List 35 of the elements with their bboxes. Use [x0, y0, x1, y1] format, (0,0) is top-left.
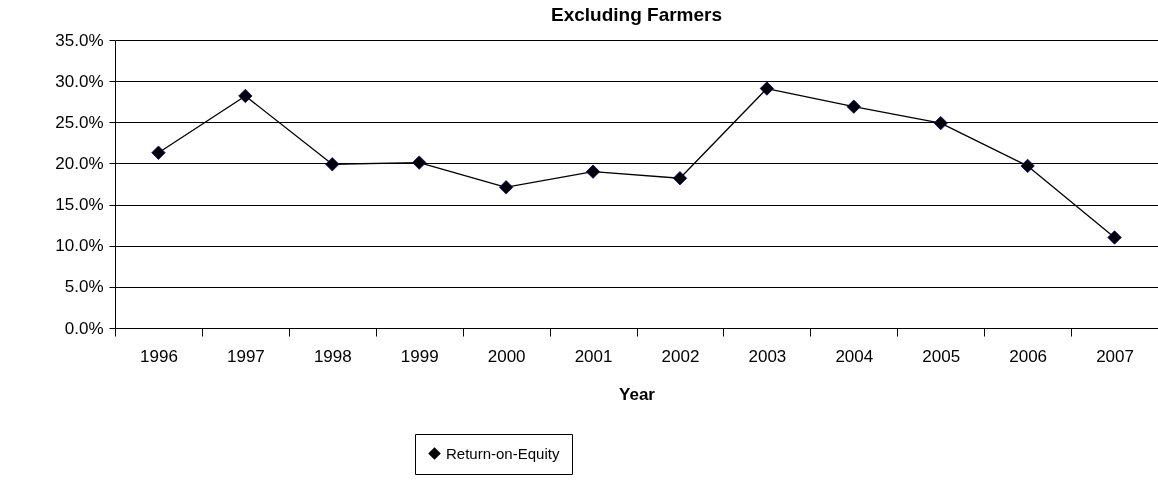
- y-tick-label: 0.0%: [64, 318, 104, 338]
- x-tick-label: 2002: [661, 346, 700, 366]
- x-tick-label: 2005: [922, 346, 961, 366]
- x-tick-label: 2001: [574, 346, 613, 366]
- y-tick-label: 20.0%: [55, 153, 104, 173]
- x-tick-label: 1997: [226, 346, 265, 366]
- point: [846, 99, 861, 114]
- x-tick-label: 2000: [487, 346, 526, 366]
- point: [585, 164, 601, 179]
- x-tick-label: 2004: [835, 346, 874, 366]
- point: [412, 155, 427, 170]
- point: [151, 145, 166, 160]
- legend-label: Return-on-Equity: [446, 444, 560, 462]
- x-tick-label: 2007: [1096, 346, 1134, 366]
- y-tick-label: 10.0%: [55, 236, 104, 256]
- point: [759, 81, 774, 96]
- point: [499, 180, 514, 195]
- x-tick-label: 2006: [1009, 346, 1048, 366]
- point: [1107, 230, 1122, 245]
- chart-title: Excluding Farmers: [550, 4, 723, 25]
- x-axis-title: Year: [619, 384, 656, 404]
- point: [672, 171, 688, 186]
- x-tick-label: 1996: [140, 346, 178, 366]
- y-tick-label: 30.0%: [55, 71, 104, 91]
- y-tick-label: 35.0%: [55, 30, 104, 50]
- y-tick-label: 5.0%: [64, 277, 104, 297]
- x-tick-label: 1999: [400, 346, 439, 366]
- point: [1020, 158, 1035, 174]
- y-tick-label: 15.0%: [55, 195, 104, 215]
- point: [238, 88, 253, 104]
- x-tick-label: 1998: [313, 346, 352, 366]
- point: [933, 116, 948, 131]
- y-tick-label: 25.0%: [55, 112, 104, 132]
- point: [325, 157, 340, 172]
- x-tick-label: 2003: [748, 346, 787, 366]
